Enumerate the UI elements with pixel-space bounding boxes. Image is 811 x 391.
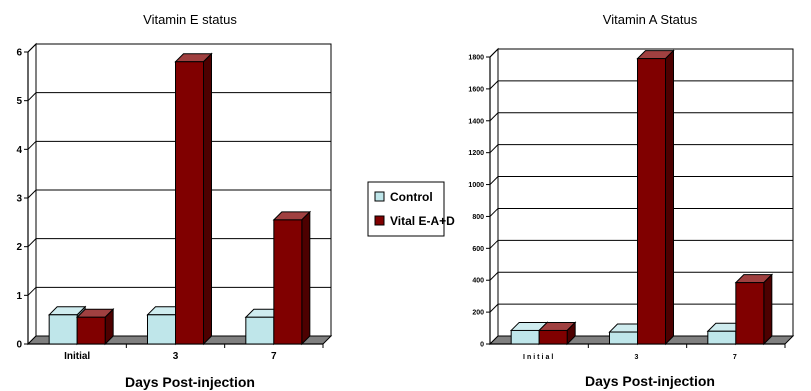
y-tick-label: 1800 [468, 55, 484, 62]
x-axis-label: Days Post-injection [585, 373, 715, 389]
bar-side [203, 52, 212, 346]
vitamin-e-chart: Vitamin E status 0 1 2 3 4 5 6 Initial 3 7 Days Pos… [16, 12, 333, 390]
y-tick-label: 0 [16, 340, 22, 351]
gridline [27, 43, 331, 53]
gridline [489, 48, 793, 58]
bar-front [510, 329, 540, 345]
y-tick-label: 4 [16, 145, 22, 156]
x-tick-label: 7 [271, 351, 277, 362]
legend-swatch-vital [374, 215, 385, 226]
x-tick-label: 3 [635, 354, 641, 361]
bar-front [48, 314, 78, 345]
bar-side [763, 273, 773, 346]
legend-swatch-control [374, 191, 385, 202]
bar-vital [272, 210, 312, 346]
legend: Control Vital E-A+D [367, 181, 455, 237]
bar-front [76, 316, 106, 345]
bar-side [301, 210, 311, 346]
y-tick-label: 1200 [468, 150, 484, 157]
bar-front [175, 61, 204, 345]
gridline [27, 286, 331, 296]
y-tick-label: 1000 [468, 182, 484, 189]
gridline [27, 189, 331, 199]
bar-front [273, 219, 303, 345]
y-tick-label: 1 [16, 291, 22, 302]
bar-front [735, 282, 765, 345]
bar-vital [537, 321, 577, 346]
y-tick-label: 1400 [468, 118, 484, 125]
y-tick-label: 200 [472, 310, 484, 317]
legend-label-control: Control [390, 190, 433, 204]
y-tick-label: 0 [480, 342, 484, 349]
y-tick-label: 1600 [468, 86, 484, 93]
y-tick-label: 6 [16, 48, 22, 59]
bar-side [665, 49, 674, 346]
gridline [489, 176, 793, 185]
gridline [489, 207, 793, 217]
bar-vital [75, 308, 115, 346]
bar-front [609, 331, 638, 345]
legend-label-vital: Vital E-A+D [390, 214, 455, 228]
y-tick-label: 3 [16, 194, 22, 205]
vitamin-a-chart: Vitamin A Status 0 200 400 600 800 1000 1200 140… [468, 12, 795, 389]
x-tick-label: Initial [64, 351, 90, 362]
bar-vital [174, 52, 213, 346]
y-tick-label: 600 [472, 246, 484, 253]
gridline [489, 144, 793, 154]
y-tick-label: 400 [472, 278, 484, 285]
bar-front [245, 316, 275, 345]
bar-front [707, 330, 737, 345]
x-tick-label: Initial [523, 354, 555, 361]
x-tick-label: 7 [733, 354, 739, 361]
plot-side-wall [489, 47, 499, 346]
legend-box [367, 181, 445, 237]
bar-front [538, 329, 568, 345]
y-tick-label: 2 [16, 242, 22, 253]
bar-vital [734, 273, 774, 346]
gridline [489, 303, 793, 313]
gridline [27, 92, 331, 102]
y-tick-label: 800 [472, 214, 484, 221]
gridline [27, 140, 331, 150]
gridline [27, 238, 331, 248]
y-tick-label: 5 [16, 96, 22, 107]
chart-title: Vitamin E status [143, 12, 237, 27]
gridline [489, 112, 793, 122]
gridline [489, 271, 793, 281]
bar-front [637, 58, 666, 345]
bar-vital [636, 49, 675, 346]
chart-title: Vitamin A Status [603, 12, 698, 27]
x-tick-label: 3 [173, 351, 179, 362]
bar-front [147, 314, 176, 345]
gridline [489, 239, 793, 249]
x-axis-label: Days Post-injection [125, 374, 255, 390]
gridline [489, 80, 793, 90]
